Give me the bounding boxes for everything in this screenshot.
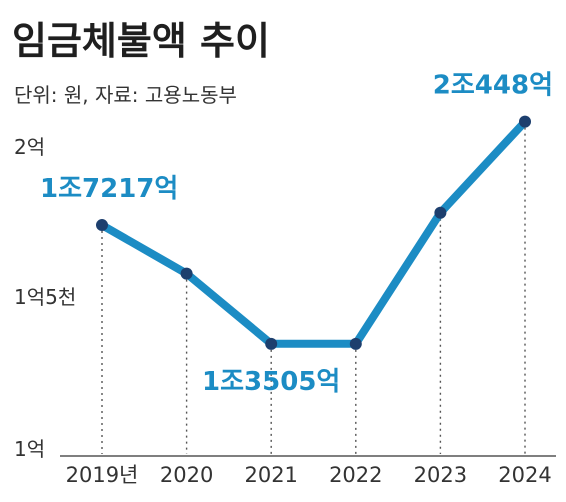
x-tick-label: 2019년 — [66, 463, 139, 487]
x-tick-label: 2021 — [244, 463, 297, 487]
data-point — [180, 267, 193, 280]
data-point — [265, 337, 278, 350]
data-label: 1조7217억 — [40, 174, 178, 204]
data-markers — [96, 115, 531, 350]
data-label: 2조448억 — [433, 71, 553, 101]
x-axis-ticks: 2019년 2020 2021 2022 2023 2024 — [66, 463, 552, 487]
y-tick-label: 1억 — [14, 437, 45, 461]
data-labels: 1조7217억 1조3505억 2조448억 — [40, 71, 553, 397]
y-tick-label: 1억5천 — [14, 285, 76, 309]
data-label: 1조3505억 — [202, 367, 340, 397]
chart-subtitle: 단위: 원, 자료: 고용노동부 — [14, 83, 237, 107]
data-point — [434, 206, 447, 219]
x-tick-label: 2022 — [329, 463, 382, 487]
chart-title: 임금체불액 추이 — [12, 19, 270, 63]
data-point — [96, 219, 108, 232]
y-tick-label: 2억 — [14, 135, 45, 159]
y-axis-ticks: 2억 1억5천 1억 — [14, 135, 76, 461]
vertical-guides — [101, 121, 526, 454]
x-tick-label: 2024 — [498, 463, 551, 487]
x-tick-label: 2020 — [160, 463, 213, 487]
data-point — [519, 115, 531, 128]
data-point — [349, 337, 362, 350]
series-line — [98, 117, 529, 348]
x-tick-label: 2023 — [414, 463, 467, 487]
